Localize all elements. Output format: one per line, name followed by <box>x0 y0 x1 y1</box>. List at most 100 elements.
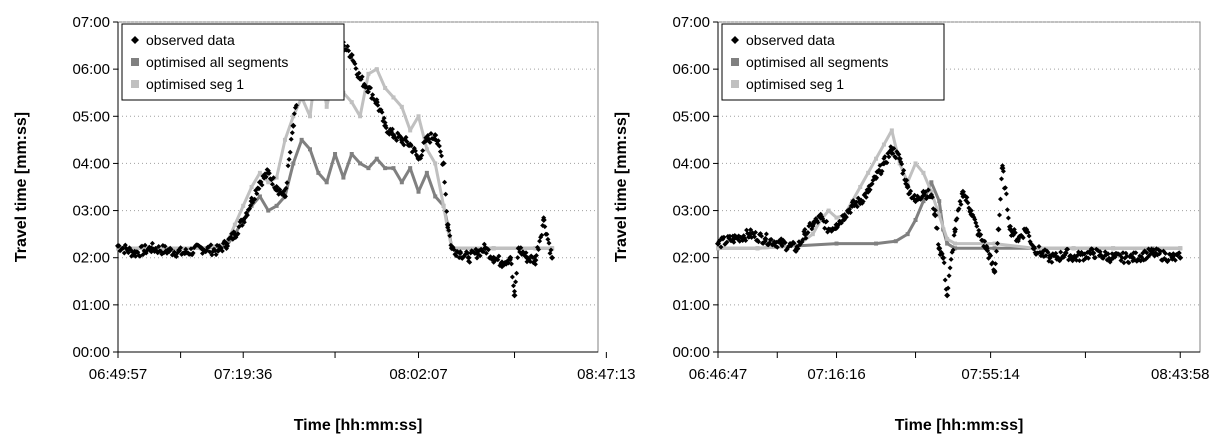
data-point <box>282 193 288 199</box>
data-point <box>168 247 174 252</box>
data-point <box>716 246 720 251</box>
data-point <box>779 243 785 249</box>
data-point <box>1145 254 1151 260</box>
data-point <box>439 153 444 159</box>
data-point <box>352 61 358 67</box>
data-point <box>381 115 387 121</box>
data-point <box>483 250 489 256</box>
data-point <box>379 109 385 115</box>
data-point <box>435 138 441 144</box>
data-point <box>254 191 260 197</box>
data-point <box>940 255 946 261</box>
data-point <box>345 43 351 49</box>
legend-box <box>121 23 345 101</box>
data-point <box>511 292 518 299</box>
data-point <box>1077 258 1082 264</box>
data-point <box>443 191 449 197</box>
data-point <box>992 241 997 246</box>
data-point <box>929 189 934 194</box>
data-point <box>815 219 821 225</box>
data-point <box>532 261 538 267</box>
data-point <box>346 48 352 54</box>
data-point <box>945 236 950 241</box>
data-point <box>884 160 890 166</box>
data-point <box>416 114 421 119</box>
data-point <box>1097 249 1103 255</box>
y-tick-label: 00:00 <box>672 344 710 361</box>
data-point <box>308 147 312 152</box>
data-point <box>474 255 480 261</box>
data-point <box>951 232 957 238</box>
data-point <box>964 194 970 200</box>
data-point <box>847 210 853 216</box>
data-point <box>333 152 338 156</box>
data-point <box>146 244 152 250</box>
data-point <box>839 220 844 226</box>
data-point <box>946 273 952 279</box>
legend-label: optimised all segments <box>146 54 288 70</box>
data-point <box>997 212 1002 218</box>
data-point <box>937 213 942 218</box>
data-point <box>965 200 971 206</box>
data-point <box>548 247 554 253</box>
legend-label: observed data <box>146 32 235 48</box>
data-point <box>491 246 496 251</box>
data-point <box>862 191 868 197</box>
data-point <box>266 170 272 176</box>
data-point <box>1111 246 1116 251</box>
data-point <box>523 250 529 256</box>
data-point <box>941 260 947 266</box>
data-point <box>874 241 879 246</box>
data-point <box>1050 251 1056 257</box>
data-point <box>1065 246 1071 252</box>
data-point <box>1049 259 1055 265</box>
data-point <box>992 246 997 251</box>
data-point <box>239 222 245 228</box>
data-point <box>391 166 396 171</box>
data-point <box>550 246 555 251</box>
y-tick-label: 03:00 <box>672 203 710 220</box>
data-point <box>495 257 501 263</box>
data-point <box>1020 235 1026 241</box>
data-point <box>1061 254 1067 260</box>
data-point <box>287 149 293 155</box>
data-point <box>149 240 155 246</box>
data-point <box>424 170 429 175</box>
y-tick-label: 01:00 <box>672 297 710 314</box>
data-point <box>359 74 365 80</box>
data-point <box>513 279 519 285</box>
data-point <box>420 148 426 154</box>
chart-1: 00:00 01:00 02:00 03:00 04:00 05:00 06:00 07:00… <box>13 14 636 434</box>
series-observed-data <box>715 144 1184 299</box>
data-point <box>441 161 447 167</box>
data-point <box>834 215 839 220</box>
data-point <box>1085 255 1091 261</box>
data-point <box>944 292 950 298</box>
data-point <box>274 203 279 208</box>
data-point <box>753 229 758 235</box>
data-point <box>509 274 515 280</box>
data-point <box>745 231 751 236</box>
data-point <box>727 233 733 239</box>
data-point <box>433 161 438 166</box>
data-point <box>782 240 788 246</box>
data-point <box>269 181 275 187</box>
data-point <box>383 86 388 90</box>
data-point <box>447 233 453 239</box>
data-point <box>834 241 839 246</box>
data-point <box>948 256 954 262</box>
data-point <box>953 246 958 251</box>
data-point <box>935 242 941 247</box>
data-point <box>349 152 354 156</box>
data-point <box>436 143 442 149</box>
data-point <box>235 231 241 237</box>
data-point <box>252 196 258 202</box>
y-tick-label: 04:00 <box>672 155 710 172</box>
data-point <box>942 277 948 283</box>
data-point <box>1004 207 1010 213</box>
data-point <box>1158 248 1163 254</box>
data-point <box>545 236 551 242</box>
data-point <box>257 170 262 175</box>
data-point <box>996 227 1001 232</box>
legend-box <box>721 23 945 101</box>
